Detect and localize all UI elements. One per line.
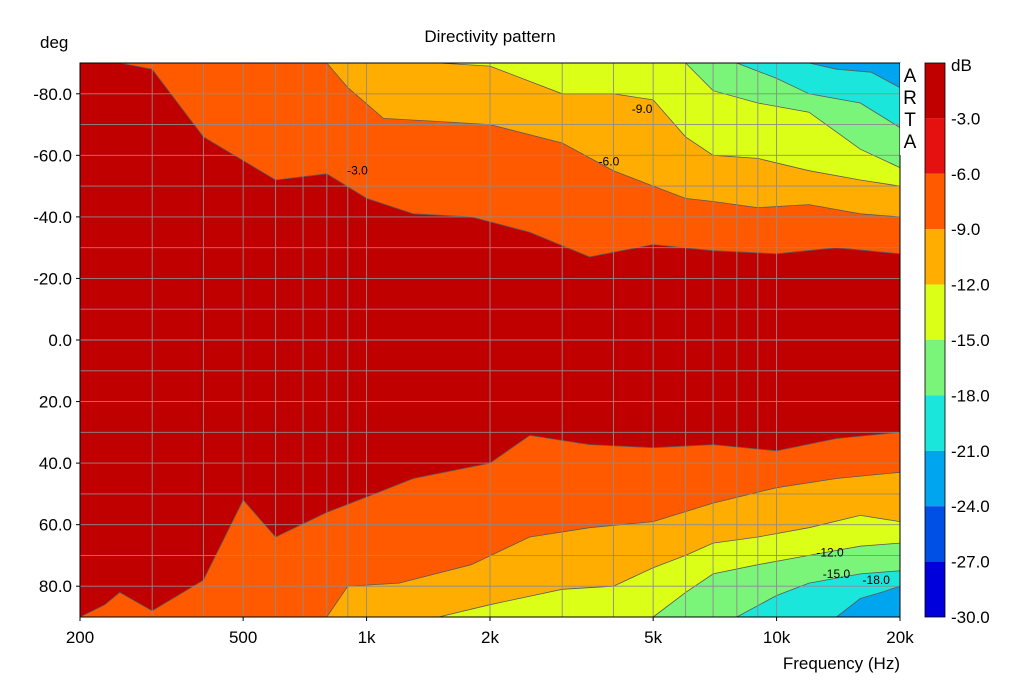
contour-label: -18.0: [863, 573, 891, 587]
chart-title: Directivity pattern: [424, 27, 555, 46]
contour-label: -9.0: [632, 102, 653, 116]
colorbar-swatch: [925, 173, 945, 230]
brand-letter-2: R: [903, 88, 917, 109]
colorbar: -3.0 -6.0 -9.0 -12.0 -15.0 -18.0 -21.0 -24.0 -27…: [924, 62, 990, 627]
isoline-neg-12: [685, 62, 901, 168]
x-tick-label: 500: [229, 628, 257, 647]
x-tick-label: 2k: [481, 628, 499, 647]
axis-ticks: 200 500 1k 2k 5k 10k 20k -80.0 -60.0 -40.0 -20.0 0.…: [33, 85, 914, 647]
isoline-pos-6: [326, 471, 901, 618]
colorbar-unit: dB: [951, 56, 972, 75]
colorbar-label: -3.0: [951, 109, 980, 128]
y-tick-label: 80.0: [39, 577, 72, 596]
contour-label: -12.0: [816, 545, 844, 559]
colorbar-swatch: [925, 63, 945, 119]
colorbar-swatch: [925, 229, 945, 285]
brand-backdrop: [900, 63, 920, 155]
x-tick-label: 20k: [886, 628, 914, 647]
isoline-pos-15: [736, 570, 901, 618]
y-tick-label: -20.0: [33, 269, 72, 288]
colorbar-swatch: [925, 450, 945, 507]
colorbar-label: -12.0: [951, 276, 990, 295]
colorbar-label: -18.0: [951, 386, 990, 405]
isoline-neg-6: [326, 62, 901, 218]
y-tick-label: -60.0: [33, 146, 72, 165]
colorbar-swatch: [925, 506, 945, 562]
y-tick-label: 0.0: [48, 331, 72, 350]
isoline-pos-18: [836, 585, 901, 618]
colorbar-swatch: [925, 340, 945, 396]
x-tick-label: 200: [66, 628, 94, 647]
grid-lines: [79, 63, 901, 617]
y-tick-label: -40.0: [33, 208, 72, 227]
isoline-pos-3: [79, 431, 901, 618]
y-axis-label: deg: [40, 33, 68, 52]
brand-letter-3: T: [904, 110, 916, 131]
contour-label: -3.0: [347, 164, 368, 178]
band-neg-18: [776, 63, 900, 88]
contour-label: -15.0: [823, 567, 851, 581]
contour-label: -6.0: [599, 154, 620, 168]
colorbar-label: -27.0: [951, 553, 990, 572]
y-tick-label: -80.0: [33, 85, 72, 104]
colorbar-swatch: [925, 395, 945, 451]
colorbar-swatch: [925, 284, 945, 340]
colorbar-label: -15.0: [951, 331, 990, 350]
colorbar-label: -30.0: [951, 608, 990, 627]
x-tick-label: 1k: [358, 628, 376, 647]
x-tick-label: 10k: [763, 628, 791, 647]
contour-labels: -3.0 -6.0 -9.0 -12.0 -15.0 -18.0: [347, 102, 890, 587]
y-tick-label: 20.0: [39, 393, 72, 412]
colorbar-label: -21.0: [951, 442, 990, 461]
band-pos-18: [836, 586, 900, 617]
y-tick-label: 60.0: [39, 516, 72, 535]
colorbar-label: -6.0: [951, 165, 980, 184]
colorbar-swatch: [925, 118, 945, 174]
brand-letter-1: A: [904, 66, 917, 87]
x-tick-label: 5k: [644, 628, 662, 647]
brand-letter-4: A: [904, 132, 917, 153]
isoline-neg-3: [80, 62, 901, 258]
colorbar-label: -24.0: [951, 497, 990, 516]
y-tick-label: 40.0: [39, 454, 72, 473]
x-axis-label: Frequency (Hz): [783, 654, 900, 673]
colorbar-label: -9.0: [951, 220, 980, 239]
colorbar-swatch: [925, 561, 945, 617]
colorbar-frame: [924, 62, 946, 618]
